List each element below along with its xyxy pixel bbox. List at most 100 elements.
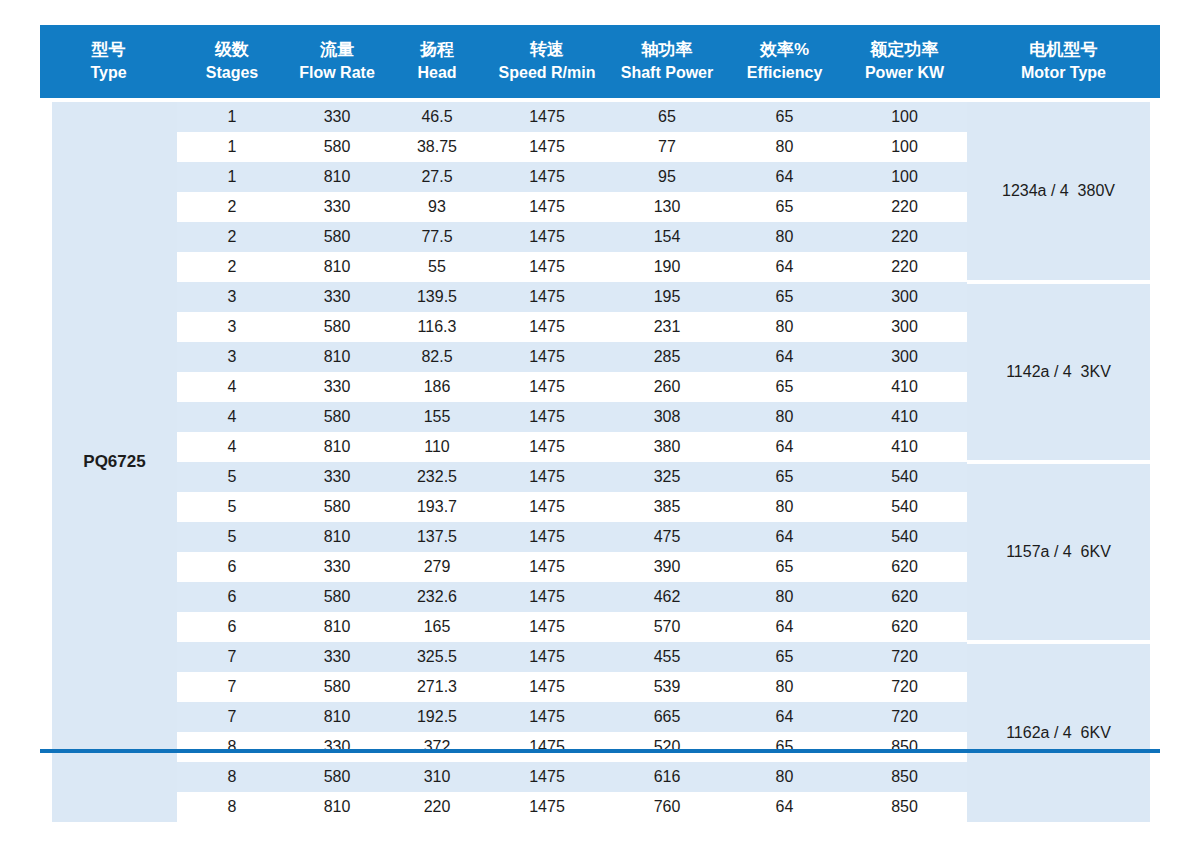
cell-shaft-power: 260 <box>607 378 727 396</box>
table-body: PQ6725 133046.514756565100158038.7514757… <box>40 102 1160 822</box>
motor-type-label: 1142a / 4 3KV <box>1006 363 1111 381</box>
cell-stages: 8 <box>177 798 287 816</box>
cell-flow-rate: 810 <box>287 258 387 276</box>
cell-power-kw: 540 <box>842 528 967 546</box>
table-row: 4810110147538064410 <box>177 432 967 462</box>
table-row: 5580193.7147538580540 <box>177 492 967 522</box>
cell-stages: 8 <box>177 768 287 786</box>
header-cell-stages: 级数Stages <box>177 25 287 98</box>
cell-efficiency: 80 <box>727 408 842 426</box>
cell-speed: 1475 <box>487 348 607 366</box>
cell-head: 46.5 <box>387 108 487 126</box>
cell-flow-rate: 330 <box>287 108 387 126</box>
cell-shaft-power: 195 <box>607 288 727 306</box>
cell-speed: 1475 <box>487 618 607 636</box>
header-cell-speed: 转速Speed R/min <box>487 25 607 98</box>
cell-efficiency: 65 <box>727 108 842 126</box>
header-en-type: Type <box>90 62 126 84</box>
motor-type-block: 1234a / 4 380V <box>967 102 1150 280</box>
cell-head: 55 <box>387 258 487 276</box>
cell-power-kw: 300 <box>842 348 967 366</box>
table-header: 型号Type级数Stages流量Flow Rate扬程Head转速Speed R… <box>40 25 1160 98</box>
cell-shaft-power: 130 <box>607 198 727 216</box>
header-cell-power-kw: 额定功率Power KW <box>842 25 967 98</box>
cell-stages: 1 <box>177 138 287 156</box>
pump-type-label: PQ6725 <box>83 452 145 472</box>
cell-head: 279 <box>387 558 487 576</box>
cell-stages: 6 <box>177 588 287 606</box>
cell-speed: 1475 <box>487 258 607 276</box>
cell-head: 220 <box>387 798 487 816</box>
header-cell-motor-type: 电机型号Motor Type <box>967 25 1160 98</box>
cell-flow-rate: 810 <box>287 618 387 636</box>
cell-speed: 1475 <box>487 588 607 606</box>
cell-shaft-power: 308 <box>607 408 727 426</box>
cell-speed: 1475 <box>487 738 607 756</box>
table-row: 8330372147552065850 <box>177 732 967 762</box>
cell-shaft-power: 77 <box>607 138 727 156</box>
cell-flow-rate: 580 <box>287 768 387 786</box>
cell-stages: 3 <box>177 288 287 306</box>
cell-stages: 8 <box>177 738 287 756</box>
table-row: 5330232.5147532565540 <box>177 462 967 492</box>
table-row: 158038.7514757780100 <box>177 132 967 162</box>
cell-power-kw: 850 <box>842 798 967 816</box>
table-row: 233093147513065220 <box>177 192 967 222</box>
cell-efficiency: 80 <box>727 498 842 516</box>
header-zh-stages: 级数 <box>215 39 249 62</box>
cell-stages: 5 <box>177 498 287 516</box>
table-row: 4330186147526065410 <box>177 372 967 402</box>
cell-head: 325.5 <box>387 648 487 666</box>
cell-shaft-power: 154 <box>607 228 727 246</box>
header-cell-flow-rate: 流量Flow Rate <box>287 25 387 98</box>
cell-stages: 6 <box>177 618 287 636</box>
cell-efficiency: 64 <box>727 798 842 816</box>
cell-head: 186 <box>387 378 487 396</box>
table-row: 8580310147561680850 <box>177 762 967 792</box>
cell-power-kw: 220 <box>842 198 967 216</box>
cell-power-kw: 620 <box>842 558 967 576</box>
cell-head: 137.5 <box>387 528 487 546</box>
cell-flow-rate: 330 <box>287 558 387 576</box>
cell-flow-rate: 810 <box>287 798 387 816</box>
cell-shaft-power: 325 <box>607 468 727 486</box>
cell-efficiency: 65 <box>727 378 842 396</box>
cell-flow-rate: 810 <box>287 528 387 546</box>
cell-speed: 1475 <box>487 108 607 126</box>
cell-power-kw: 540 <box>842 468 967 486</box>
cell-stages: 2 <box>177 228 287 246</box>
cell-efficiency: 64 <box>727 528 842 546</box>
table-row: 7330325.5147545565720 <box>177 642 967 672</box>
table-row: 6330279147539065620 <box>177 552 967 582</box>
motor-type-label: 1157a / 4 6KV <box>1006 543 1111 561</box>
cell-shaft-power: 665 <box>607 708 727 726</box>
cell-stages: 7 <box>177 678 287 696</box>
cell-shaft-power: 390 <box>607 558 727 576</box>
cell-head: 27.5 <box>387 168 487 186</box>
cell-shaft-power: 285 <box>607 348 727 366</box>
header-zh-efficiency: 效率% <box>760 39 809 62</box>
cell-flow-rate: 580 <box>287 138 387 156</box>
cell-power-kw: 410 <box>842 408 967 426</box>
cell-efficiency: 80 <box>727 318 842 336</box>
header-zh-motor-type: 电机型号 <box>1030 39 1098 62</box>
cell-flow-rate: 810 <box>287 438 387 456</box>
cell-power-kw: 300 <box>842 288 967 306</box>
cell-shaft-power: 190 <box>607 258 727 276</box>
cell-efficiency: 65 <box>727 558 842 576</box>
pump-spec-table: 型号Type级数Stages流量Flow Rate扬程Head转速Speed R… <box>40 25 1160 822</box>
table-row: 3330139.5147519565300 <box>177 282 967 312</box>
header-en-efficiency: Efficiency <box>747 62 823 84</box>
cell-power-kw: 100 <box>842 108 967 126</box>
cell-efficiency: 65 <box>727 738 842 756</box>
cell-flow-rate: 330 <box>287 378 387 396</box>
cell-shaft-power: 95 <box>607 168 727 186</box>
cell-speed: 1475 <box>487 138 607 156</box>
cell-power-kw: 720 <box>842 678 967 696</box>
cell-flow-rate: 580 <box>287 678 387 696</box>
cell-shaft-power: 462 <box>607 588 727 606</box>
cell-stages: 7 <box>177 648 287 666</box>
cell-head: 193.7 <box>387 498 487 516</box>
cell-flow-rate: 330 <box>287 648 387 666</box>
cell-efficiency: 80 <box>727 228 842 246</box>
